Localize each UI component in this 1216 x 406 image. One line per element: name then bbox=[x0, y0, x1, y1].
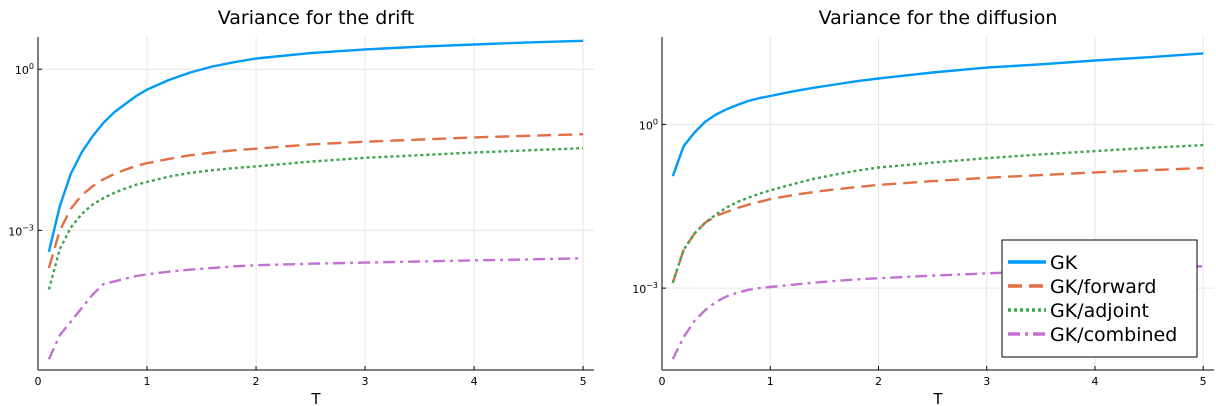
x-tick-label: 4 bbox=[1091, 375, 1098, 388]
chart-title: Variance for the drift bbox=[218, 7, 414, 29]
series-line-gk bbox=[671, 52, 1204, 177]
x-tick-label: 5 bbox=[1200, 375, 1207, 388]
legend-label: GK bbox=[1050, 252, 1078, 274]
x-tick-label: 2 bbox=[875, 375, 882, 388]
x-axis-label: T bbox=[310, 390, 321, 406]
series-line-gk bbox=[47, 39, 584, 253]
y-tick-label: 10−3 bbox=[8, 223, 34, 238]
x-tick-label: 1 bbox=[144, 375, 151, 388]
x-tick-label: 1 bbox=[767, 375, 774, 388]
x-tick-label: 5 bbox=[580, 375, 587, 388]
legend-label: GK/adjoint bbox=[1050, 300, 1149, 322]
x-axis-label: T bbox=[932, 390, 943, 406]
series-line-gk-combined bbox=[47, 257, 584, 360]
series-line-gk-forward bbox=[47, 133, 584, 269]
x-tick-label: 2 bbox=[253, 375, 260, 388]
x-tick-label: 0 bbox=[35, 375, 42, 388]
legend-label: GK/combined bbox=[1050, 324, 1177, 346]
series-line-gk-adjoint bbox=[671, 143, 1204, 284]
chart-panel-2: 0 1 2 3 4 5 100 10−3 Variance for the diffusion T… bbox=[632, 7, 1214, 406]
y-tick-label: 10−3 bbox=[632, 281, 658, 296]
y-tick-label: 100 bbox=[15, 62, 34, 77]
x-tick-label: 3 bbox=[362, 375, 369, 388]
legend-box bbox=[1001, 239, 1198, 358]
x-tick-label: 0 bbox=[659, 375, 666, 388]
y-tick-label: 100 bbox=[639, 117, 658, 132]
x-tick-label: 3 bbox=[983, 375, 990, 388]
x-tick-label: 4 bbox=[471, 375, 478, 388]
chart-title: Variance for the diffusion bbox=[819, 7, 1058, 29]
chart-panel-1: 0 1 2 3 4 5 100 10−3 Variance for the drift T bbox=[8, 7, 594, 406]
legend-label: GK/forward bbox=[1050, 276, 1156, 298]
